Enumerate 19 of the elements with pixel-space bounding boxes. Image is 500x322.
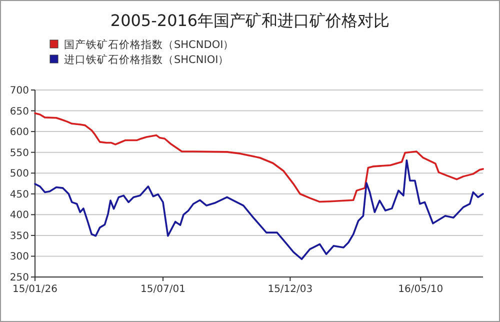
chart-title: 2005-2016年国产矿和进口矿价格对比: [110, 11, 390, 30]
x-tick-label: 15/12/03: [268, 284, 313, 295]
y-tick-label: 450: [10, 189, 29, 200]
x-tick-label: 16/05/10: [398, 284, 444, 295]
y-tick-label: 600: [10, 127, 29, 138]
y-tick-label: 550: [10, 148, 29, 159]
y-tick-label: 500: [10, 168, 29, 180]
y-tick-label: 700: [10, 86, 29, 96]
x-tick-label: 15/01/26: [12, 284, 58, 295]
y-tick-label: 650: [10, 106, 29, 118]
legend-label: 进口铁矿石价格指数（SHCNIOI）: [64, 53, 230, 66]
y-tick-label: 300: [10, 252, 29, 263]
line-series: [34, 112, 484, 203]
y-tick-label: 400: [10, 210, 29, 222]
x-tick-label: 15/07/01: [140, 284, 186, 295]
y-tick-label: 250: [10, 272, 29, 284]
legend-label: 国产铁矿石价格指数（SHCNDOI）: [64, 38, 234, 51]
y-tick-label: 350: [10, 230, 29, 242]
line-series: [34, 159, 484, 260]
